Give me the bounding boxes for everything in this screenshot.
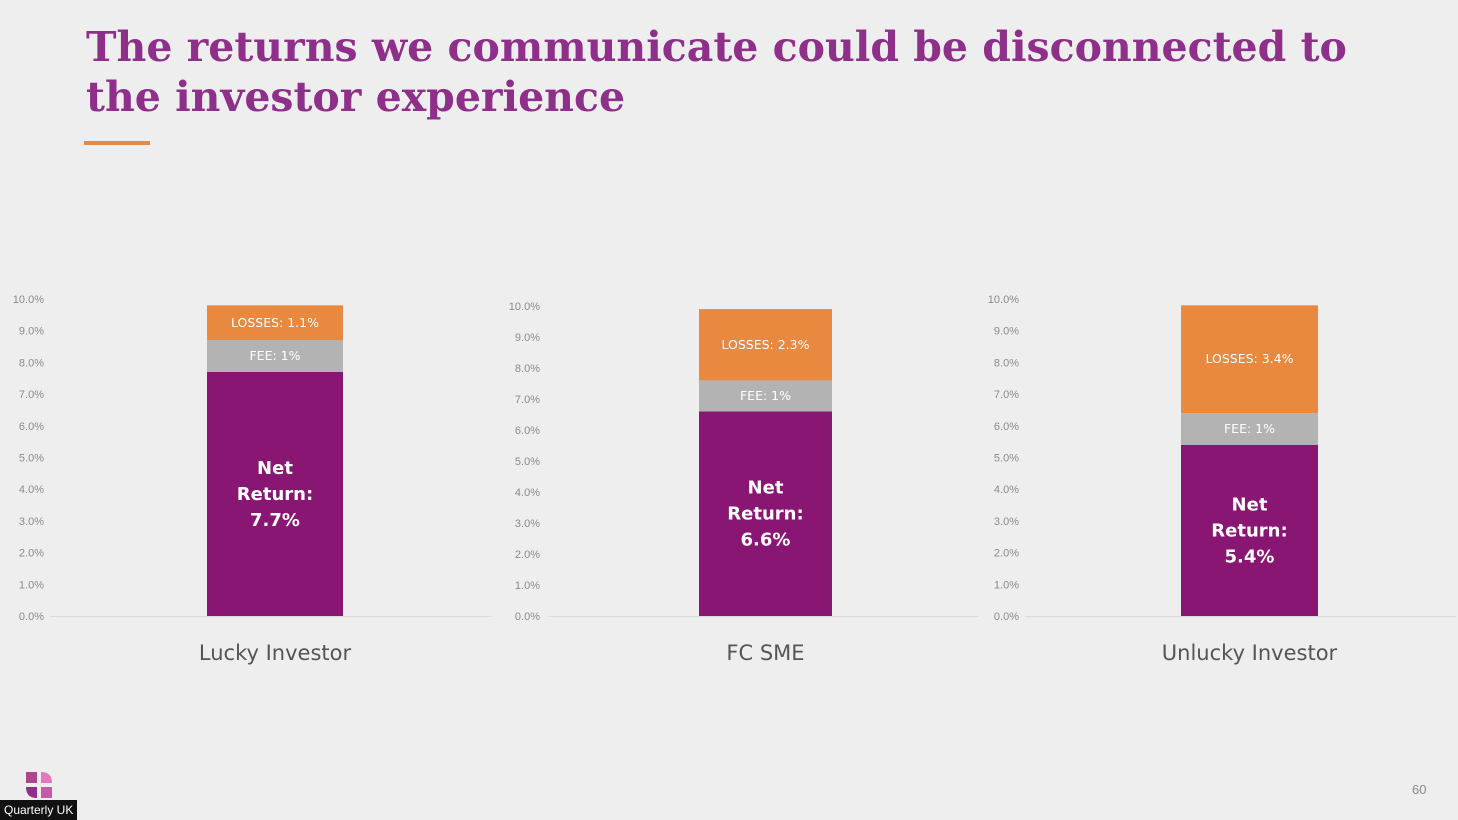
data-label: Net Return: 7.7% xyxy=(237,458,313,531)
y-tick-label: 10.0% xyxy=(13,294,44,306)
title-accent-rule xyxy=(84,141,150,145)
data-label: LOSSES: 1.1% xyxy=(231,315,319,330)
footer-label: Quarterly UK xyxy=(0,800,78,820)
y-tick-label: 9.0% xyxy=(19,326,44,338)
y-tick-label: 4.0% xyxy=(19,484,44,496)
y-tick-label: 1.0% xyxy=(994,579,1019,591)
y-tick-label: 6.0% xyxy=(19,421,44,433)
y-tick-label: 5.0% xyxy=(515,456,540,468)
bar-segment-losses xyxy=(207,305,343,341)
y-tick-label: 10.0% xyxy=(988,294,1019,306)
y-tick-label: 4.0% xyxy=(515,487,540,499)
page-number: 60 xyxy=(1412,782,1427,797)
y-tick-label: 6.0% xyxy=(515,425,540,437)
data-label: FEE: 1% xyxy=(249,348,300,363)
category-label: Lucky Investor xyxy=(199,641,352,665)
y-tick-label: 0.0% xyxy=(19,611,44,623)
data-label: LOSSES: 2.3% xyxy=(721,337,809,352)
data-label: Net Return: 5.4% xyxy=(1211,494,1287,567)
y-tick-label: 9.0% xyxy=(994,326,1019,338)
bar-segment-losses xyxy=(699,309,832,381)
y-tick-label: 2.0% xyxy=(19,548,44,560)
y-tick-label: 8.0% xyxy=(19,357,44,369)
y-tick-label: 5.0% xyxy=(19,453,44,465)
quarterly-logo-icon xyxy=(26,772,52,798)
bar-segment-fee xyxy=(699,380,832,412)
bar-segment-fee xyxy=(207,340,343,372)
bar-segment-net-return xyxy=(207,371,343,616)
y-tick-label: 3.0% xyxy=(19,516,44,528)
y-tick-label: 1.0% xyxy=(19,579,44,591)
y-tick-label: 5.0% xyxy=(994,453,1019,465)
y-tick-label: 2.0% xyxy=(515,549,540,561)
y-tick-label: 9.0% xyxy=(515,332,540,344)
bar-segment-net-return xyxy=(1181,444,1318,616)
data-label: FEE: 1% xyxy=(1224,421,1275,436)
y-tick-label: 7.0% xyxy=(994,389,1019,401)
y-tick-label: 10.0% xyxy=(509,301,540,313)
data-label: Net Return: 6.6% xyxy=(727,478,803,551)
y-tick-label: 7.0% xyxy=(515,394,540,406)
category-label: FC SME xyxy=(726,641,804,665)
data-label: LOSSES: 3.4% xyxy=(1205,351,1293,366)
category-label: Unlucky Investor xyxy=(1162,641,1338,665)
bar-segment-losses xyxy=(1181,305,1318,414)
y-tick-label: 8.0% xyxy=(515,363,540,375)
y-tick-label: 3.0% xyxy=(515,518,540,530)
y-tick-label: 2.0% xyxy=(994,548,1019,560)
y-tick-label: 3.0% xyxy=(994,516,1019,528)
y-tick-label: 1.0% xyxy=(515,580,540,592)
bar-segment-net-return xyxy=(699,411,832,616)
data-label: FEE: 1% xyxy=(740,388,791,403)
slide-title: The returns we communicate could be disc… xyxy=(86,23,1347,121)
y-tick-label: 8.0% xyxy=(994,357,1019,369)
y-tick-label: 7.0% xyxy=(19,389,44,401)
y-tick-label: 0.0% xyxy=(994,611,1019,623)
bar-segment-fee xyxy=(1181,413,1318,445)
y-tick-label: 6.0% xyxy=(994,421,1019,433)
y-tick-label: 0.0% xyxy=(515,611,540,623)
y-tick-label: 4.0% xyxy=(994,484,1019,496)
